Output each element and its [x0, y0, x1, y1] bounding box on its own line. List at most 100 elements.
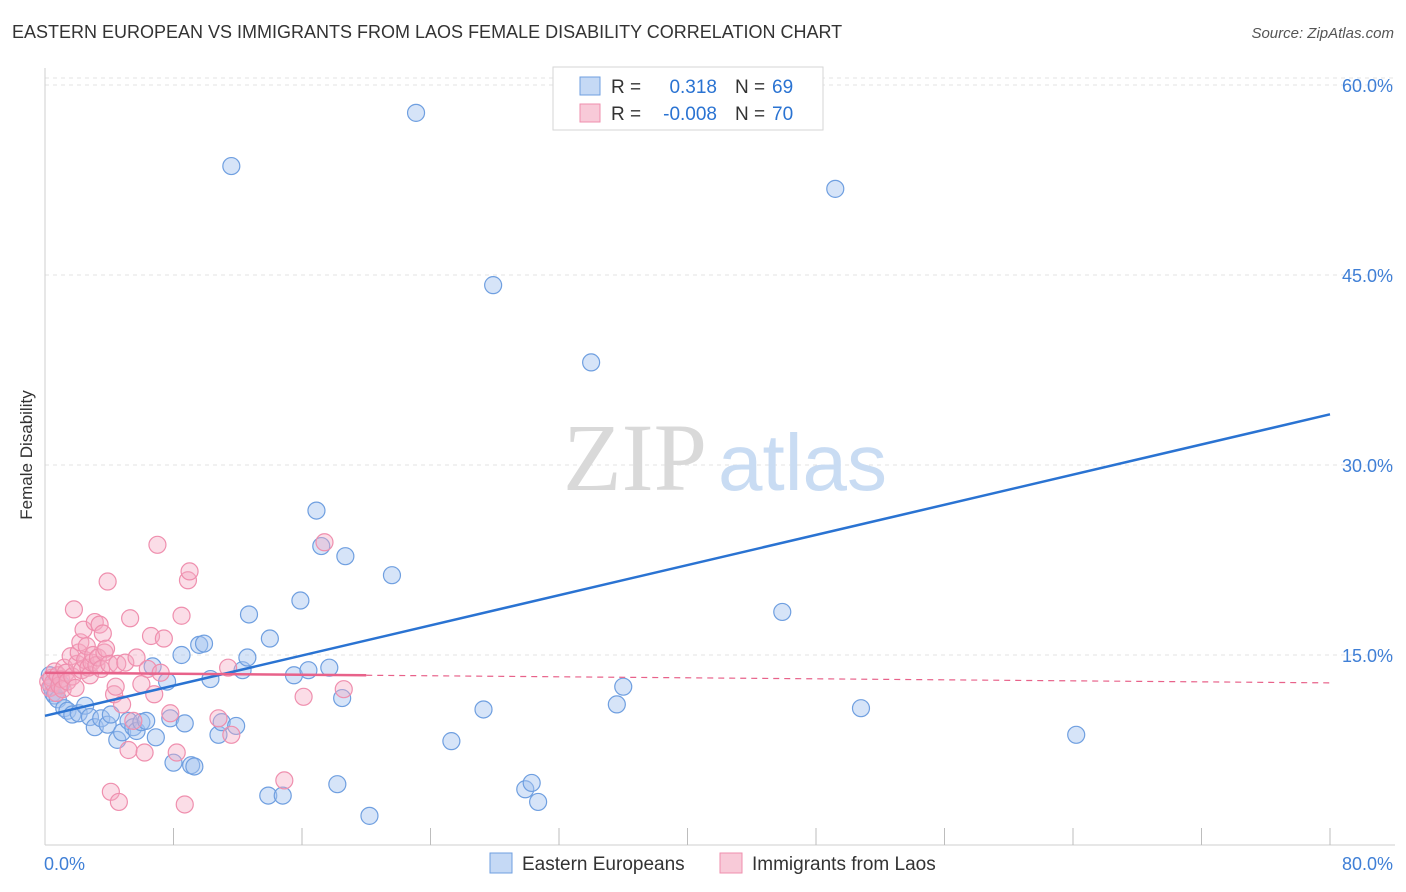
point-eastern-european: [320, 658, 339, 677]
point-eastern-european: [164, 753, 183, 772]
point-immigrants-laos: [334, 680, 353, 699]
stats-r-label-1: R =: [611, 104, 641, 125]
point-eastern-european: [239, 605, 259, 624]
point-immigrants-laos: [116, 653, 135, 672]
point-eastern-european: [260, 629, 279, 648]
y-tick-label: 60.0%: [1342, 76, 1393, 96]
point-eastern-european: [101, 705, 120, 724]
stats-n-label-1: N =: [735, 104, 765, 125]
y-tick-label: 45.0%: [1342, 266, 1393, 286]
stats-n-value-0: 69: [772, 77, 793, 98]
point-eastern-european: [522, 773, 541, 793]
point-immigrants-laos: [98, 572, 117, 591]
point-immigrants-laos: [127, 648, 146, 667]
legend-swatch-immigrants-from-laos: [719, 852, 743, 874]
point-eastern-european: [474, 700, 493, 719]
point-immigrants-laos: [66, 678, 85, 698]
point-immigrants-laos: [222, 725, 241, 744]
point-eastern-european: [98, 715, 117, 734]
point-immigrants-laos: [135, 743, 154, 762]
legend-label-immigrants-from-laos: Immigrants from Laos: [752, 854, 936, 875]
watermark-zip: ZIP: [563, 404, 707, 511]
point-immigrants-laos: [121, 609, 140, 628]
point-eastern-european: [238, 648, 257, 667]
legend-label-eastern-europeans: Eastern Europeans: [522, 854, 685, 875]
point-immigrants-laos: [175, 795, 194, 814]
point-eastern-european: [529, 792, 548, 812]
point-immigrants-laos: [167, 743, 186, 762]
point-immigrants-laos: [77, 637, 96, 656]
point-immigrants-laos: [161, 704, 180, 723]
point-eastern-european: [851, 699, 871, 718]
stats-r-label-0: R =: [611, 77, 641, 98]
y-tick-labels: 15.0% 30.0% 45.0% 60.0%: [1342, 76, 1393, 666]
x-tick-label-min: 0.0%: [44, 854, 85, 874]
point-eastern-european: [382, 566, 402, 585]
stats-legend: R = 0.318 N = 69 R = -0.008 N = 70: [552, 66, 824, 131]
x-tick-labels: 0.0% 80.0%: [44, 854, 1393, 874]
point-immigrants-laos: [93, 624, 112, 643]
point-eastern-european: [227, 716, 246, 736]
point-eastern-european: [172, 645, 191, 665]
point-eastern-european: [137, 711, 156, 730]
point-eastern-european: [222, 156, 241, 176]
point-immigrants-laos: [172, 606, 191, 625]
point-eastern-european: [484, 276, 503, 295]
stats-n-label-0: N =: [735, 77, 765, 98]
trend-line-immigrants-laos-dashed: [366, 674, 1331, 684]
stats-swatch-pink: [579, 103, 601, 123]
stats-r-value-1: -0.008: [663, 104, 717, 125]
trend-line-eastern-europeans: [44, 413, 1331, 718]
point-immigrants-laos: [154, 629, 173, 648]
point-eastern-european: [826, 179, 845, 198]
point-eastern-european: [442, 732, 461, 751]
point-immigrants-laos: [315, 533, 334, 552]
point-eastern-european: [273, 786, 292, 805]
axes: [44, 68, 1395, 846]
point-eastern-european: [175, 714, 194, 733]
point-eastern-european: [146, 728, 165, 747]
point-immigrants-laos: [209, 709, 228, 728]
point-immigrants-laos: [119, 740, 138, 760]
point-immigrants-laos: [124, 711, 143, 730]
point-eastern-european: [360, 806, 379, 825]
point-eastern-european: [194, 634, 214, 653]
point-eastern-european: [1067, 725, 1086, 744]
point-immigrants-laos: [96, 639, 116, 658]
stats-swatch-blue: [579, 76, 601, 96]
point-eastern-european: [112, 723, 132, 742]
point-eastern-european: [336, 547, 355, 566]
series-legend: Eastern Europeans Immigrants from Laos: [489, 852, 936, 875]
point-immigrants-laos: [106, 677, 125, 696]
point-eastern-european: [291, 591, 310, 610]
stats-n-value-1: 70: [772, 104, 793, 125]
point-eastern-european: [614, 677, 633, 696]
point-eastern-european: [259, 786, 278, 805]
point-immigrants-laos: [294, 687, 313, 706]
point-immigrants-laos: [275, 771, 294, 790]
gridlines: [45, 77, 1395, 656]
point-eastern-european: [161, 709, 180, 728]
point-immigrants-laos: [64, 600, 84, 619]
point-immigrants-laos: [148, 535, 167, 554]
point-eastern-european: [299, 661, 318, 680]
point-eastern-european: [773, 602, 792, 622]
point-immigrants-laos: [109, 792, 128, 812]
y-tick-label: 15.0%: [1342, 646, 1393, 666]
point-eastern-european: [185, 757, 204, 776]
data-points: [39, 103, 1086, 825]
watermark-atlas: atlas: [718, 418, 887, 507]
point-eastern-european: [582, 353, 601, 372]
chart-title: EASTERN EUROPEAN VS IMMIGRANTS FROM LAOS…: [12, 22, 843, 42]
x-tick-label-max: 80.0%: [1342, 854, 1393, 874]
stats-r-value-0: 0.318: [669, 77, 717, 98]
source-label: Source: ZipAtlas.com: [1251, 25, 1394, 42]
point-eastern-european: [607, 695, 626, 714]
legend-swatch-eastern-europeans: [489, 852, 513, 874]
point-eastern-european: [328, 775, 347, 794]
point-eastern-european: [406, 103, 426, 122]
point-immigrants-laos: [112, 695, 132, 714]
point-eastern-european: [307, 501, 326, 520]
trend-line-immigrants-laos: [44, 671, 367, 677]
